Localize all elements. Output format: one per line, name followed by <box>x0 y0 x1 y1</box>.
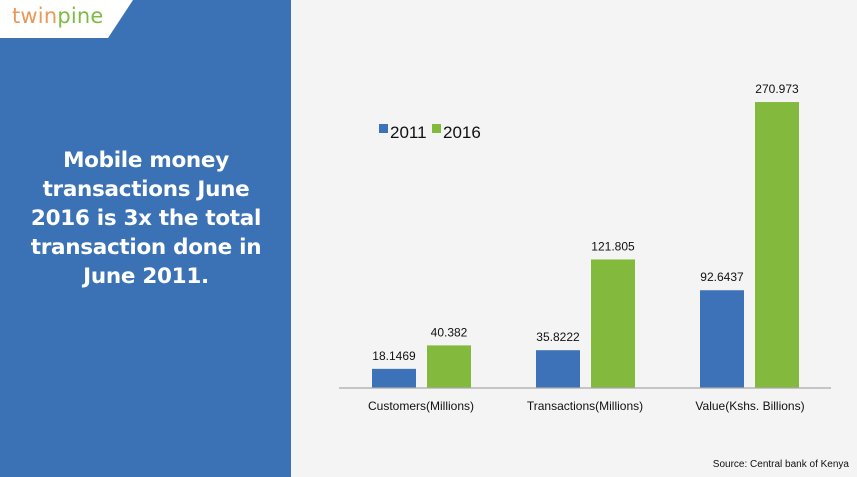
legend-swatch-2016 <box>432 124 441 133</box>
category-label: Value(Kshs. Billions) <box>695 399 804 413</box>
value-label: 270.973 <box>755 82 799 96</box>
legend-swatch-2011 <box>379 124 388 133</box>
source-note: Source: Central bank of Kenya <box>712 459 849 470</box>
headline-line: transaction done in <box>30 235 262 260</box>
twinpine-logo: twinpine <box>12 4 104 28</box>
headline-line: Mobile money <box>63 148 229 173</box>
value-label: 35.8222 <box>536 330 580 344</box>
value-label: 40.382 <box>431 325 468 339</box>
legend-label-2011: 2011 <box>390 123 427 142</box>
category-label: Transactions(Millions) <box>527 399 643 413</box>
legend: 2011 2016 <box>379 123 481 142</box>
bar-2011-0 <box>372 368 416 388</box>
value-label: 92.6437 <box>700 270 744 284</box>
headline-line: 2016 is 3x the total <box>30 206 262 231</box>
headline-line: June 2011. <box>83 264 209 289</box>
bars <box>372 102 799 389</box>
category-labels: Customers(Millions) Transactions(Million… <box>368 399 805 413</box>
bar-2016-2 <box>755 102 799 389</box>
category-label: Customers(Millions) <box>368 399 474 413</box>
bar-2016-1 <box>591 259 635 388</box>
value-label: 18.1469 <box>372 349 416 363</box>
bar-2011-2 <box>700 290 744 388</box>
headline-panel: twinpine Mobile money transactions June … <box>0 0 291 477</box>
bar-2011-1 <box>536 350 580 388</box>
logo-part-twin: twin <box>12 4 58 28</box>
logo-part-pine: pine <box>57 4 104 28</box>
value-label: 121.805 <box>591 239 635 253</box>
legend-label-2016: 2016 <box>443 123 481 142</box>
value-labels: 18.1469 40.382 35.8222 121.805 92.6437 270.97… <box>372 82 799 363</box>
headline-line: transactions June <box>42 177 250 202</box>
headline: Mobile money transactions June 2016 is 3… <box>14 146 278 291</box>
bar-2016-0 <box>427 345 471 388</box>
logo-container: twinpine <box>0 0 133 38</box>
